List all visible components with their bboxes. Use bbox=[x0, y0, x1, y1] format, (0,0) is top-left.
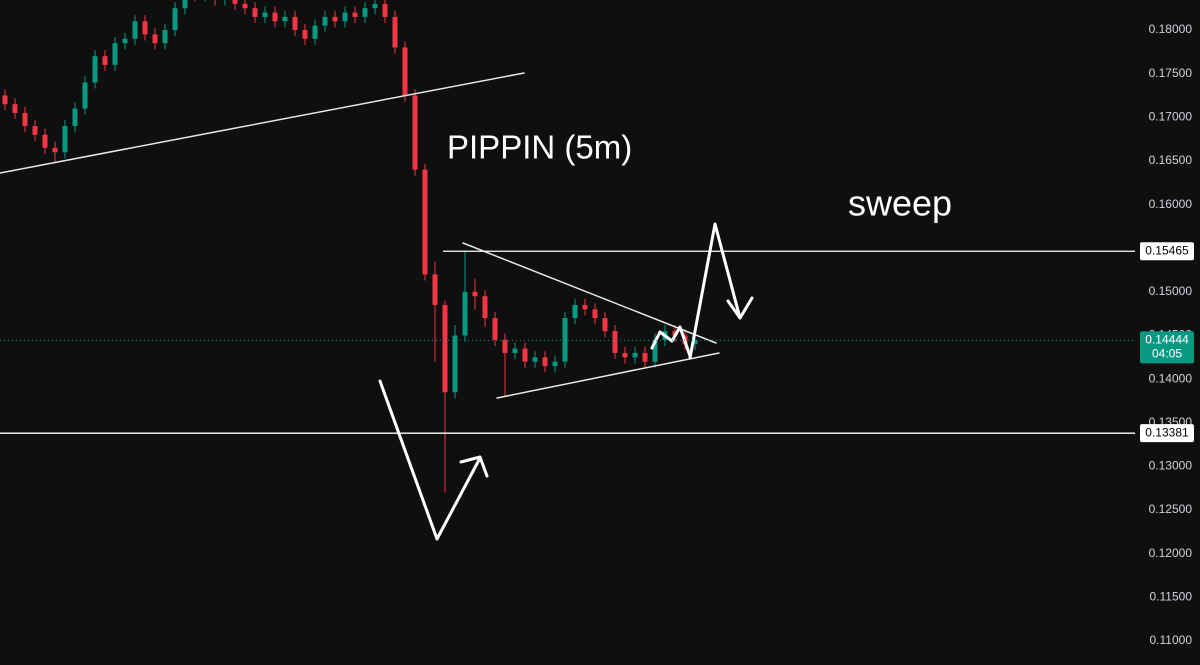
candle-body bbox=[122, 38, 128, 44]
candle-body bbox=[492, 318, 498, 340]
candle-body bbox=[172, 8, 178, 31]
candle-body bbox=[462, 291, 468, 336]
y-tick-label: 0.12000 bbox=[1149, 546, 1193, 560]
candle-body bbox=[562, 318, 568, 362]
candle-body bbox=[622, 352, 628, 358]
candle-body bbox=[382, 3, 388, 17]
countdown-label: 04:05 bbox=[1152, 347, 1182, 361]
candle-body bbox=[652, 339, 658, 362]
candle-body bbox=[422, 169, 428, 275]
y-tick-label: 0.17000 bbox=[1149, 109, 1193, 123]
candle-body bbox=[502, 339, 508, 353]
candle-body bbox=[102, 56, 108, 65]
candle-body bbox=[352, 12, 358, 17]
candle-body bbox=[312, 25, 318, 39]
candle-body bbox=[552, 361, 558, 367]
candle-body bbox=[332, 16, 338, 22]
y-tick-label: 0.11000 bbox=[1150, 633, 1193, 647]
price-label-box bbox=[1140, 424, 1194, 443]
candle-body bbox=[392, 16, 398, 48]
arrow-head bbox=[726, 296, 754, 320]
y-tick-label: 0.14000 bbox=[1149, 371, 1193, 385]
y-tick-label: 0.18000 bbox=[1149, 22, 1193, 36]
candle-body bbox=[472, 291, 478, 297]
y-tick-label: 0.15000 bbox=[1149, 284, 1193, 298]
y-tick-label: 0.17500 bbox=[1149, 66, 1193, 80]
candle-body bbox=[292, 16, 298, 31]
price-label-box bbox=[1140, 242, 1194, 261]
price-label: 0.15465 bbox=[1145, 243, 1189, 257]
candle-body bbox=[272, 12, 278, 22]
arrow-path bbox=[688, 222, 742, 360]
candle-body bbox=[442, 304, 448, 393]
candle-body bbox=[612, 331, 618, 353]
zigzag bbox=[650, 325, 692, 358]
price-label: 0.13381 bbox=[1145, 425, 1189, 439]
y-tick-label: 0.16500 bbox=[1149, 153, 1193, 167]
candle-body bbox=[22, 112, 28, 127]
candle-body bbox=[132, 21, 138, 39]
annotation: sweep bbox=[848, 183, 952, 224]
candle-body bbox=[432, 274, 438, 305]
candle-body bbox=[322, 16, 328, 26]
candle-body bbox=[692, 340, 698, 345]
candle-body bbox=[42, 134, 48, 148]
candle-body bbox=[372, 3, 378, 9]
candle-body bbox=[302, 30, 308, 39]
candle-body bbox=[282, 16, 288, 22]
candle-body bbox=[452, 335, 458, 393]
candle-body bbox=[262, 12, 268, 17]
arrow-head bbox=[459, 455, 489, 478]
candle-body bbox=[92, 56, 98, 83]
triangle-lower bbox=[496, 352, 720, 399]
candle-body bbox=[152, 34, 158, 44]
y-tick-label: 0.12500 bbox=[1149, 502, 1193, 516]
candle-body bbox=[162, 30, 168, 44]
candle-body bbox=[632, 352, 638, 358]
candle-body bbox=[82, 82, 88, 109]
candle-body bbox=[182, 0, 188, 9]
candle-body bbox=[342, 12, 348, 22]
candle-body bbox=[242, 3, 248, 9]
last-price-label: 0.14444 bbox=[1145, 333, 1189, 347]
candle-body bbox=[52, 147, 58, 153]
candle-body bbox=[12, 104, 18, 113]
y-tick-label: 0.16000 bbox=[1149, 197, 1193, 211]
trend-line bbox=[0, 72, 525, 174]
triangle-upper bbox=[462, 242, 717, 344]
y-tick-label: 0.13000 bbox=[1149, 459, 1193, 473]
candle-body bbox=[482, 296, 488, 319]
candle-body bbox=[402, 47, 408, 96]
candle-body bbox=[112, 43, 118, 65]
y-tick-label: 0.11500 bbox=[1150, 590, 1193, 604]
candle-body bbox=[412, 95, 418, 170]
price-axis: 0.180000.175000.170000.165000.160000.155… bbox=[1135, 22, 1192, 647]
candle-body bbox=[252, 8, 258, 17]
candle-body bbox=[602, 318, 608, 332]
candle-body bbox=[72, 108, 78, 127]
candle-body bbox=[62, 126, 68, 153]
candle-body bbox=[512, 348, 518, 353]
candle-body bbox=[572, 304, 578, 319]
candle-body bbox=[362, 8, 368, 17]
candle-body bbox=[232, 0, 238, 4]
chart-title: PIPPIN (5m) bbox=[447, 129, 632, 166]
candle-body bbox=[32, 126, 38, 135]
candle-body bbox=[142, 21, 148, 35]
candle-body bbox=[522, 348, 528, 362]
candle-body bbox=[592, 309, 598, 319]
candle-body bbox=[542, 357, 548, 367]
candle-body bbox=[2, 95, 8, 105]
last-price-box bbox=[1140, 331, 1194, 364]
candle-body bbox=[532, 357, 538, 362]
candle-body bbox=[582, 304, 588, 310]
candles bbox=[2, 0, 698, 493]
candle-body bbox=[642, 352, 648, 362]
